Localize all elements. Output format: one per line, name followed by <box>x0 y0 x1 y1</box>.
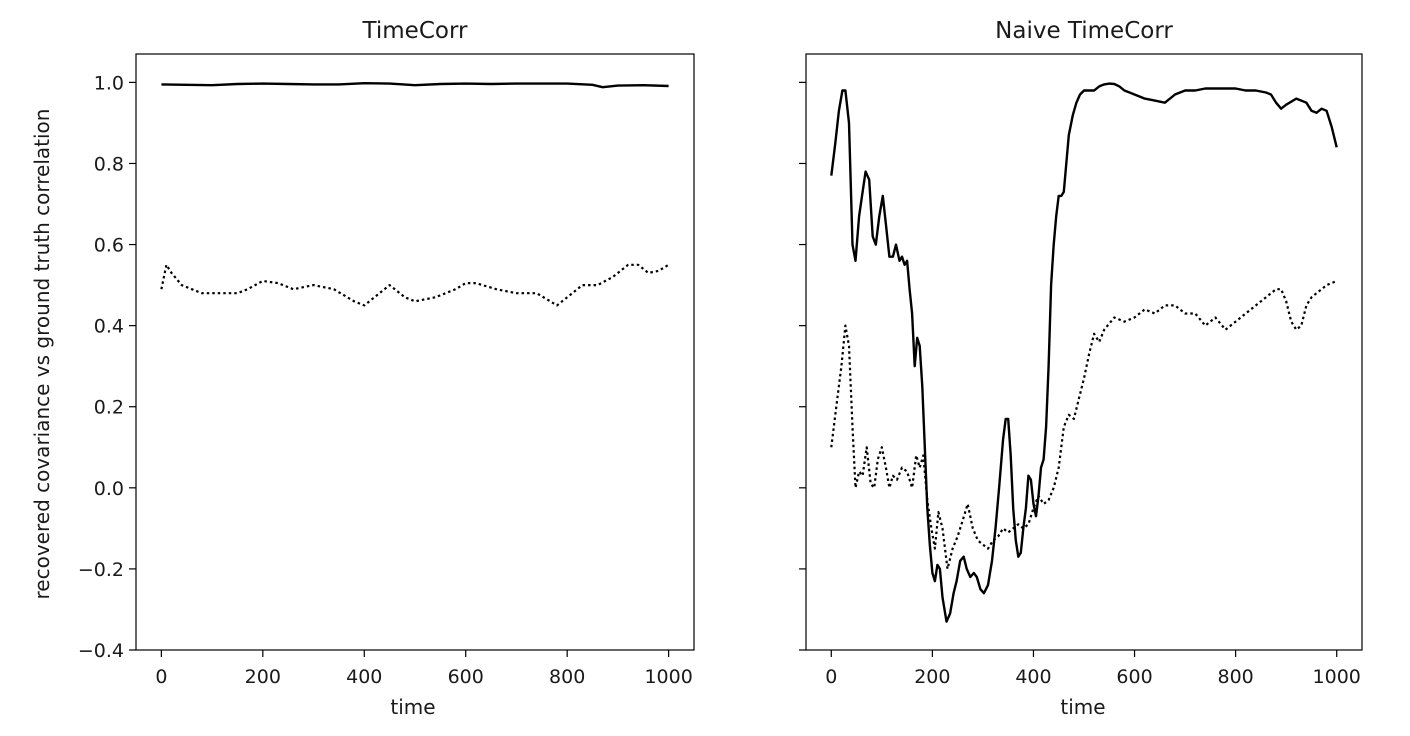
series-line-solid <box>161 82 669 89</box>
plot-lines <box>160 82 670 307</box>
plot-frame <box>135 53 695 651</box>
y-tick-label: 1.0 <box>94 72 124 94</box>
y-tick-label: −0.4 <box>78 640 124 662</box>
x-tick-label: 200 <box>245 666 281 688</box>
x-axis-ticks: 0 200 400 600 800 1000 <box>155 650 693 688</box>
chart-title: Naive TimeCorr <box>995 18 1173 44</box>
x-axis-label: time <box>1060 695 1105 719</box>
series-line-dotted <box>160 263 670 307</box>
x-tick-label: 200 <box>914 666 950 688</box>
x-tick-label: 0 <box>825 666 837 688</box>
x-axis-label: time <box>390 695 435 719</box>
chart-timecorr: TimeCorr 0 200 400 600 800 1000 −0.4 −0.2 0.0 0.… <box>30 18 695 719</box>
chart-naive-timecorr: Naive TimeCorr 0 200 400 600 800 1000 time <box>799 18 1363 719</box>
y-tick-label: 0.4 <box>94 316 124 338</box>
y-tick-label: 0.0 <box>94 478 124 500</box>
plot-lines <box>830 82 1338 623</box>
x-axis-ticks: 0 200 400 600 800 1000 <box>825 650 1361 688</box>
y-axis-ticks <box>799 81 806 651</box>
series-line-solid <box>830 82 1338 623</box>
x-tick-label: 400 <box>346 666 382 688</box>
x-tick-label: 1000 <box>644 666 692 688</box>
series-line-dotted <box>830 279 1338 570</box>
y-axis-ticks: −0.4 −0.2 0.0 0.2 0.4 0.6 0.8 1.0 <box>78 72 136 662</box>
plot-frame <box>805 53 1363 651</box>
x-tick-label: 0 <box>155 666 167 688</box>
x-tick-label: 800 <box>1218 666 1254 688</box>
x-tick-label: 800 <box>549 666 585 688</box>
chart-title: TimeCorr <box>362 18 468 44</box>
y-tick-label: 0.2 <box>94 397 124 419</box>
x-tick-label: 1000 <box>1313 666 1361 688</box>
x-tick-label: 400 <box>1015 666 1051 688</box>
x-tick-label: 600 <box>448 666 484 688</box>
y-tick-label: 0.6 <box>94 235 124 257</box>
x-tick-label: 600 <box>1116 666 1152 688</box>
y-axis-label: recovered covariance vs ground truth cor… <box>30 109 54 600</box>
y-tick-label: −0.2 <box>78 559 124 581</box>
y-tick-label: 0.8 <box>94 153 124 175</box>
